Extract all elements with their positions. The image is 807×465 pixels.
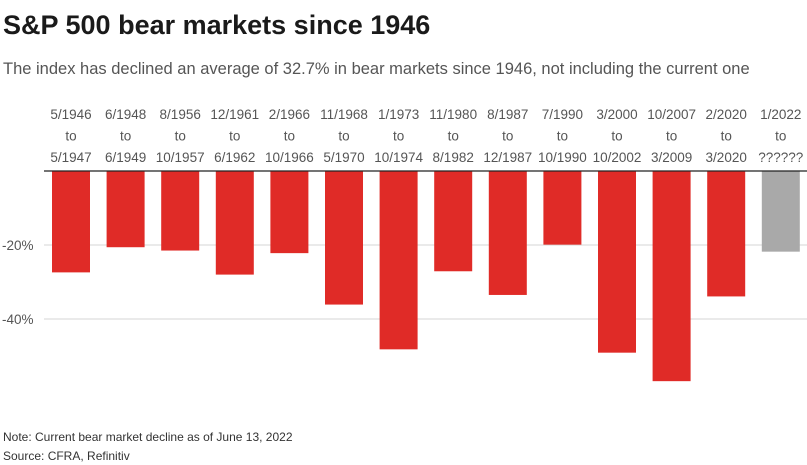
x-tick-label: 10/1990: [538, 150, 587, 165]
bar: [434, 171, 473, 272]
source-credit: Source: CFRA, Refinitiv: [3, 449, 130, 463]
x-tick-label: 1/2022: [760, 107, 801, 122]
x-tick-label: to: [502, 129, 513, 144]
x-tick-label: 6/1948: [105, 107, 146, 122]
x-tick-label: to: [666, 129, 677, 144]
bar: [488, 171, 527, 295]
x-tick-label: 10/2007: [647, 107, 696, 122]
x-tick-label: to: [284, 129, 295, 144]
bar: [325, 171, 363, 305]
x-tick-label: to: [557, 129, 568, 144]
x-tick-label: 5/1946: [50, 107, 91, 122]
x-tick-label: 8/1982: [433, 150, 474, 165]
x-tick-label: 10/1957: [156, 150, 205, 165]
x-tick-label: 6/1962: [214, 150, 255, 165]
x-tick-label: 1/1973: [378, 107, 419, 122]
x-tick-label: 3/2020: [706, 150, 747, 165]
x-tick-label: 7/1990: [542, 107, 583, 122]
x-tick-label: 12/1987: [483, 150, 532, 165]
x-tick-label: 10/1966: [265, 150, 314, 165]
bars: [52, 171, 800, 382]
x-tick-label: 2/1966: [269, 107, 310, 122]
bar: [52, 171, 90, 273]
x-tick-label: 2/2020: [706, 107, 747, 122]
axes: -20% -40%: [2, 170, 807, 327]
x-tick-label: to: [721, 129, 732, 144]
x-tick-label: 11/1968: [320, 107, 368, 122]
x-tick-label: 12/1961: [210, 107, 259, 122]
x-tick-label: to: [775, 129, 786, 144]
chart-title: S&P 500 bear markets since 1946: [3, 10, 431, 40]
x-tick-label: to: [65, 129, 76, 144]
chart-subtitle: The index has declined an average of 32.…: [3, 60, 750, 78]
bar-current: [761, 171, 800, 252]
x-tick-label: 3/2000: [596, 107, 637, 122]
x-tick-label: to: [448, 129, 459, 144]
x-tick-label: 6/1949: [105, 150, 146, 165]
bar: [652, 171, 691, 382]
x-tick-label: to: [611, 129, 622, 144]
bar: [598, 171, 636, 353]
x-tick-label: 8/1956: [160, 107, 201, 122]
bar: [379, 171, 418, 350]
x-tick-label: to: [338, 129, 349, 144]
bar: [270, 171, 309, 254]
x-tick-label: to: [393, 129, 404, 144]
x-tick-label: 11/1980: [429, 107, 477, 122]
x-tick-label: to: [175, 129, 186, 144]
x-tick-label: to: [120, 129, 131, 144]
bar: [543, 171, 582, 245]
x-tick-label: ??????: [758, 150, 803, 165]
x-tick-label: 5/1947: [50, 150, 91, 165]
x-tick-label: 3/2009: [651, 150, 692, 165]
x-tick-label: 5/1970: [323, 150, 364, 165]
footnote: Note: Current bear market decline as of …: [3, 430, 293, 444]
bar: [707, 171, 746, 297]
bar: [161, 171, 200, 251]
x-tick-label: 8/1987: [487, 107, 528, 122]
x-tick-label: to: [229, 129, 240, 144]
y-tick-label: -20%: [2, 238, 34, 253]
gridlines: [44, 244, 807, 320]
x-tick-label: 10/1974: [374, 150, 423, 165]
category-labels: 5/1946 to 5/1947 6/1948 to 6/1949 8/1956 to 10/1…: [50, 107, 803, 165]
y-tick-label: -40%: [2, 312, 34, 327]
bar: [106, 171, 145, 248]
bar: [215, 171, 254, 275]
x-tick-label: 10/2002: [593, 150, 642, 165]
